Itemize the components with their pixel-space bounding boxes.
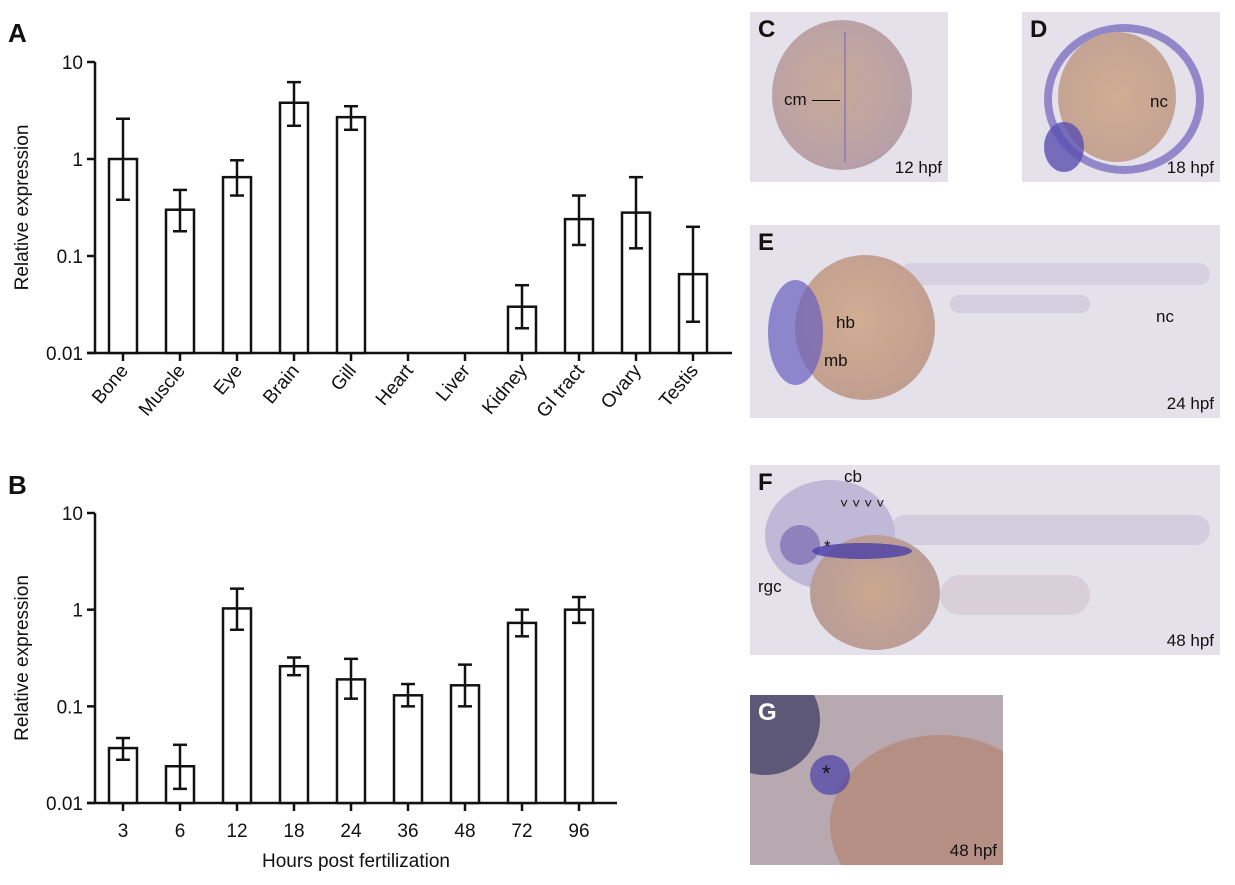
bar bbox=[221, 607, 253, 805]
photo-label-d: D bbox=[1030, 16, 1048, 43]
bar bbox=[506, 621, 538, 805]
x-tick-label: 36 bbox=[397, 821, 418, 842]
micrograph-d: D nc 18 hpf bbox=[1022, 12, 1220, 182]
bar bbox=[392, 694, 424, 805]
y-axis-label: Relative expression bbox=[12, 575, 33, 741]
y-tick-label: 0.01 bbox=[46, 344, 83, 365]
y-tick-label: 1 bbox=[72, 150, 83, 171]
x-tick-label: 24 bbox=[340, 821, 362, 842]
annotation-cm: cm bbox=[784, 90, 807, 109]
bar bbox=[335, 115, 367, 355]
annotation-nc-tail: nc bbox=[1156, 307, 1174, 326]
stage-label-e: 24 hpf bbox=[1166, 394, 1214, 413]
x-tick-label: 96 bbox=[568, 821, 589, 842]
micrograph-c: C cm 12 hpf bbox=[750, 12, 948, 182]
y-tick-label: 0.1 bbox=[57, 247, 83, 268]
stage-label-f: 48 hpf bbox=[1166, 631, 1214, 650]
x-tick-label: 6 bbox=[175, 821, 186, 842]
bar bbox=[563, 608, 595, 805]
micrograph-f: F cb rgc * ˅ ˅ ˅ ˅ 48 hpf bbox=[750, 465, 1220, 655]
annotation-mb: mb bbox=[824, 351, 848, 370]
annotation-arrowheads: ˅ ˅ ˅ ˅ bbox=[840, 495, 885, 511]
y-tick-label: 0.01 bbox=[46, 794, 83, 815]
annotation-nc: nc bbox=[1150, 92, 1168, 111]
y-tick-label: 10 bbox=[62, 53, 83, 74]
photo-label-e: E bbox=[758, 229, 775, 256]
photo-label-c: C bbox=[758, 16, 776, 43]
x-axis-label: Hours post fertilization bbox=[262, 851, 450, 872]
y-tick-label: 1 bbox=[72, 601, 83, 622]
panel-label-b: B bbox=[8, 470, 27, 500]
annotation-asterisk-g: * bbox=[822, 761, 831, 786]
y-tick-label: 0.1 bbox=[57, 697, 83, 718]
x-tick-label: 3 bbox=[118, 821, 129, 842]
bar bbox=[335, 678, 367, 805]
annotation-hb: hb bbox=[836, 313, 855, 332]
micrograph-g: G * 48 hpf bbox=[750, 695, 1003, 865]
annotation-asterisk-f: * bbox=[824, 537, 831, 556]
y-tick-label: 10 bbox=[62, 504, 83, 525]
stage-label-c: 12 hpf bbox=[894, 158, 942, 177]
y-axis-label: Relative expression bbox=[12, 125, 33, 291]
x-tick-label: 72 bbox=[511, 821, 532, 842]
panel-label-a: A bbox=[8, 18, 27, 48]
x-tick-label: 18 bbox=[283, 821, 304, 842]
annotation-rgc: rgc bbox=[758, 577, 782, 596]
stage-label-d: 18 hpf bbox=[1166, 158, 1214, 177]
bar bbox=[278, 664, 310, 805]
photo-label-g: G bbox=[758, 699, 777, 726]
micrograph-e: E hb mb nc 24 hpf bbox=[750, 225, 1220, 418]
x-tick-label: 12 bbox=[226, 821, 247, 842]
stage-label-g: 48 hpf bbox=[949, 841, 997, 860]
x-tick-label: 48 bbox=[454, 821, 475, 842]
bar bbox=[164, 208, 196, 355]
photo-label-f: F bbox=[758, 469, 773, 496]
annotation-cb: cb bbox=[844, 467, 862, 486]
